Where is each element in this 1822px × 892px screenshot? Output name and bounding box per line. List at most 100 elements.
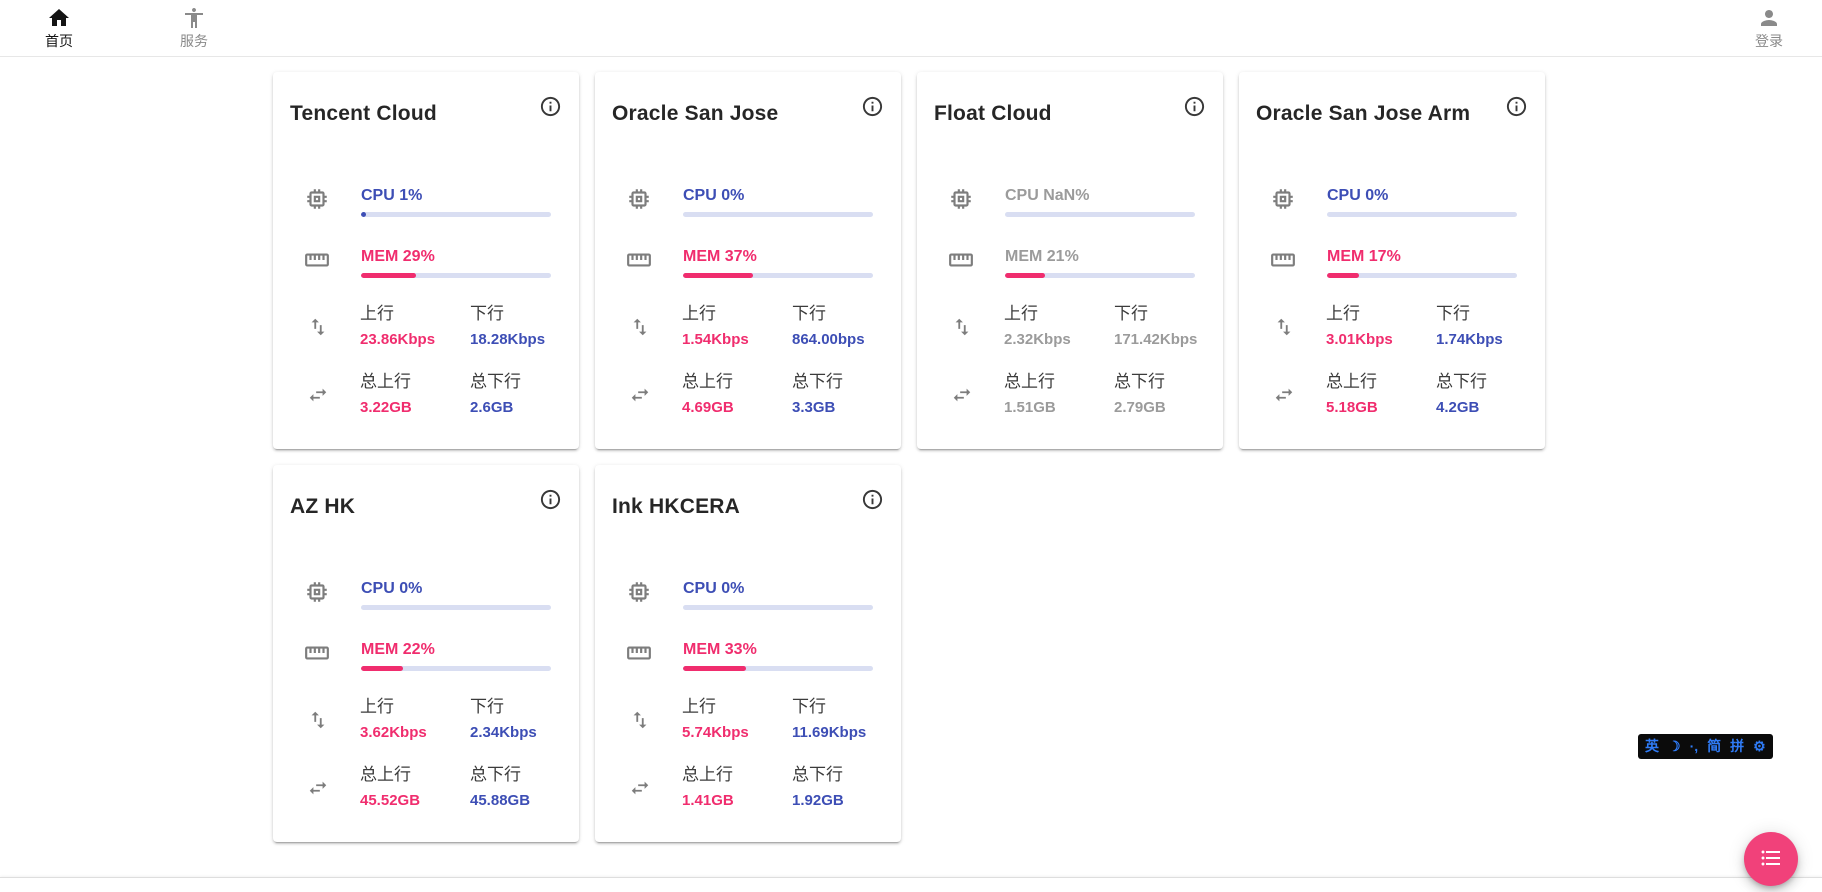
swap-vertical-icon	[951, 316, 973, 338]
ruler-icon	[304, 247, 330, 273]
total-download: 总下行 45.88GB	[470, 765, 551, 809]
cpu-row: CPU 1%	[273, 186, 579, 217]
ime-pinyin-toggle[interactable]: 拼	[1730, 738, 1745, 754]
upload-speed: 上行 2.32Kbps	[1004, 304, 1114, 348]
server-name: Float Cloud	[934, 102, 1052, 125]
total-download-label: 总下行	[792, 372, 843, 391]
total-upload-value: 1.51GB	[1004, 399, 1056, 416]
download-speed: 下行 1.74Kbps	[1436, 304, 1517, 348]
swap-vertical-icon	[307, 316, 329, 338]
nav-item-home[interactable]: 首页	[28, 6, 90, 51]
total-download: 总下行 1.92GB	[792, 765, 873, 809]
mem-progress-fill	[683, 273, 754, 278]
footer-divider	[0, 877, 1822, 892]
info-icon[interactable]	[861, 488, 884, 511]
download-label: 下行	[1436, 304, 1470, 323]
ime-charset-toggle[interactable]: 简	[1707, 738, 1722, 754]
list-fab-button[interactable]	[1744, 832, 1798, 886]
mem-usage-label: MEM 22%	[361, 641, 435, 658]
total-upload: 总上行 4.69GB	[682, 372, 792, 416]
total-upload-label: 总上行	[682, 765, 733, 784]
punctuation-toggle[interactable]: ·,	[1689, 738, 1699, 754]
mem-usage-label: MEM 21%	[1005, 248, 1079, 265]
download-label: 下行	[470, 697, 504, 716]
download-label: 下行	[792, 304, 826, 323]
mem-row: MEM 22%	[273, 640, 579, 671]
download-value: 171.42Kbps	[1114, 331, 1198, 348]
total-download-label: 总下行	[792, 765, 843, 784]
ime-language-toggle[interactable]: 英	[1645, 738, 1659, 754]
upload-speed: 上行 23.86Kbps	[360, 304, 470, 348]
gear-icon[interactable]: ⚙	[1753, 738, 1766, 754]
mem-usage-label: MEM 17%	[1327, 248, 1401, 265]
mem-progress-bar	[1005, 273, 1195, 278]
mem-usage-label: MEM 37%	[683, 248, 757, 265]
info-icon[interactable]	[539, 95, 562, 118]
upload-label: 上行	[360, 697, 394, 716]
mem-progress-fill	[361, 666, 403, 671]
nav-item-login[interactable]: 登录	[1738, 6, 1800, 51]
total-upload: 总上行 3.22GB	[360, 372, 470, 416]
mem-row: MEM 17%	[1239, 247, 1545, 278]
mem-progress-bar	[361, 273, 551, 278]
total-download-label: 总下行	[470, 765, 521, 784]
download-speed: 下行 18.28Kbps	[470, 304, 551, 348]
cpu-progress-bar	[1327, 212, 1517, 217]
upload-value: 3.62Kbps	[360, 724, 427, 741]
download-value: 1.74Kbps	[1436, 331, 1503, 348]
total-download-value: 45.88GB	[470, 792, 531, 809]
cpu-progress-bar	[683, 212, 873, 217]
total-upload-value: 45.52GB	[360, 792, 421, 809]
total-upload-label: 总上行	[360, 372, 411, 391]
cpu-row: CPU NaN%	[917, 186, 1223, 217]
cpu-row: CPU 0%	[273, 579, 579, 610]
nav-left: 首页 服务	[28, 6, 298, 51]
info-icon[interactable]	[1183, 95, 1206, 118]
speed-row: 上行 3.01Kbps 下行 1.74Kbps	[1239, 304, 1545, 348]
total-download-label: 总下行	[470, 372, 521, 391]
info-icon[interactable]	[539, 488, 562, 511]
cpu-usage-label: CPU 0%	[1327, 187, 1389, 204]
mem-progress-bar	[1327, 273, 1517, 278]
speed-row: 上行 3.62Kbps 下行 2.34Kbps	[273, 697, 579, 741]
server-card: Oracle San Jose Arm CPU 0%	[1239, 72, 1545, 449]
total-download-value: 1.92GB	[792, 792, 844, 809]
upload-value: 5.74Kbps	[682, 724, 749, 741]
server-card: Tencent Cloud CPU 1%	[273, 72, 579, 449]
nav-item-services[interactable]: 服务	[163, 6, 225, 51]
server-name: Oracle San Jose Arm	[1256, 102, 1471, 125]
info-icon[interactable]	[861, 95, 884, 118]
moon-icon[interactable]: ☽	[1668, 738, 1681, 754]
person-icon	[1757, 6, 1781, 30]
mem-usage-label: MEM 33%	[683, 641, 757, 658]
upload-value: 1.54Kbps	[682, 331, 749, 348]
total-traffic-row: 总上行 45.52GB 总下行 45.88GB	[273, 765, 579, 809]
server-name: Ink HKCERA	[612, 495, 741, 518]
upload-speed: 上行 3.01Kbps	[1326, 304, 1436, 348]
total-upload-label: 总上行	[360, 765, 411, 784]
server-card: AZ HK CPU 0% M	[273, 465, 579, 842]
total-traffic-row: 总上行 1.51GB 总下行 2.79GB	[917, 372, 1223, 416]
total-download-value: 2.79GB	[1114, 399, 1166, 416]
mem-row: MEM 33%	[595, 640, 901, 671]
swap-horizontal-icon	[307, 384, 329, 406]
ruler-icon	[304, 640, 330, 666]
server-name: Tencent Cloud	[290, 102, 437, 125]
cpu-progress-bar	[361, 212, 551, 217]
mem-row: MEM 21%	[917, 247, 1223, 278]
server-card: Ink HKCERA CPU 0%	[595, 465, 901, 842]
total-download-label: 总下行	[1114, 372, 1165, 391]
cpu-usage-label: CPU 1%	[361, 187, 423, 204]
swap-horizontal-icon	[307, 777, 329, 799]
ime-status-bar: 英 ☽ ·, 简 拼 ⚙	[1638, 734, 1773, 759]
upload-label: 上行	[1326, 304, 1360, 323]
total-upload: 总上行 1.51GB	[1004, 372, 1114, 416]
accessibility-icon	[182, 6, 206, 30]
swap-vertical-icon	[629, 709, 651, 731]
total-upload: 总上行 45.52GB	[360, 765, 470, 809]
ruler-icon	[626, 640, 652, 666]
swap-vertical-icon	[307, 709, 329, 731]
download-label: 下行	[470, 304, 504, 323]
info-icon[interactable]	[1505, 95, 1528, 118]
mem-progress-fill	[1327, 273, 1360, 278]
